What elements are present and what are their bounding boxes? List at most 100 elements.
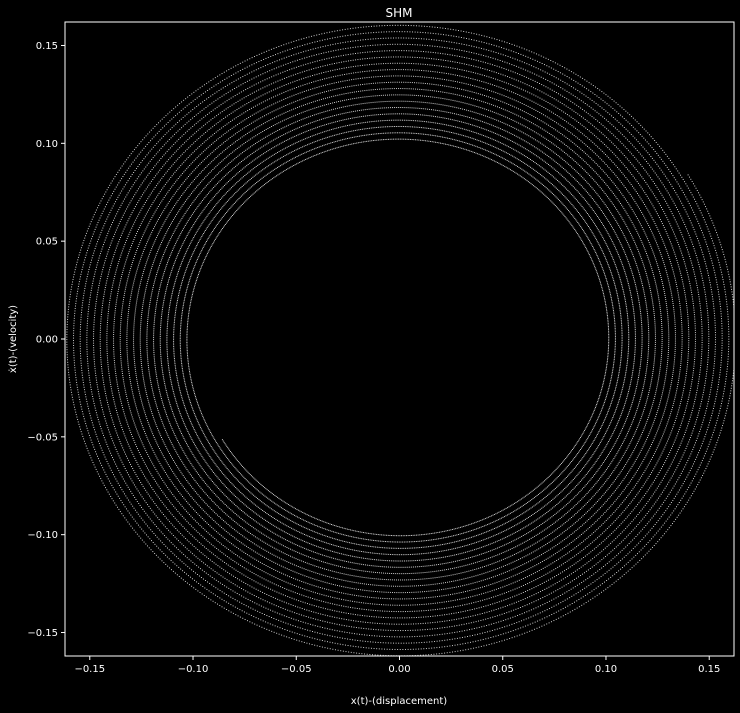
data-point <box>475 145 477 147</box>
data-point <box>597 457 599 459</box>
data-point <box>486 136 488 138</box>
data-point <box>417 547 419 549</box>
data-point <box>369 127 371 129</box>
data-point <box>633 312 635 314</box>
data-point <box>246 514 248 516</box>
data-point <box>397 554 399 556</box>
data-point <box>483 135 485 137</box>
data-point <box>297 148 299 150</box>
data-point <box>457 533 459 535</box>
data-point <box>211 434 213 436</box>
data-point <box>188 313 190 315</box>
data-point <box>380 572 382 574</box>
data-point <box>412 132 414 134</box>
data-point <box>234 183 236 185</box>
data-point <box>428 558 430 560</box>
data-point <box>523 527 525 529</box>
data-point <box>616 423 618 425</box>
data-point <box>476 132 478 134</box>
data-point <box>630 378 632 380</box>
data-point <box>286 146 288 148</box>
data-point <box>545 520 547 522</box>
data-point <box>163 299 165 301</box>
data-point <box>538 189 540 191</box>
data-point <box>160 352 162 354</box>
data-point <box>613 415 615 417</box>
data-point <box>628 410 630 412</box>
data-point <box>320 152 322 154</box>
data-point <box>393 138 395 140</box>
data-point <box>458 140 460 142</box>
data-point <box>593 411 595 413</box>
data-point <box>588 252 590 254</box>
data-point <box>622 247 624 249</box>
data-point <box>512 518 514 520</box>
data-point <box>235 487 237 489</box>
data-point <box>621 429 623 431</box>
data-point <box>641 345 643 347</box>
data-point <box>295 149 297 151</box>
data-point <box>253 511 255 513</box>
data-point <box>608 341 610 343</box>
data-point <box>554 470 556 472</box>
data-point <box>411 139 413 141</box>
data-point <box>199 439 201 441</box>
data-point <box>193 467 195 469</box>
data-point <box>568 182 570 184</box>
data-point <box>620 282 622 284</box>
data-point <box>305 158 307 160</box>
data-point <box>479 533 481 535</box>
data-point <box>178 409 180 411</box>
data-point <box>541 507 543 509</box>
data-point <box>313 141 315 143</box>
data-point <box>419 114 421 116</box>
data-point <box>606 314 608 316</box>
data-point <box>323 137 325 139</box>
data-point <box>252 502 254 504</box>
data-point <box>383 113 385 115</box>
data-point <box>383 126 385 128</box>
data-point <box>330 550 332 552</box>
data-point <box>436 109 438 111</box>
data-point <box>186 348 188 350</box>
data-point <box>196 402 198 404</box>
data-point <box>614 232 616 234</box>
data-point <box>232 502 234 504</box>
data-point <box>318 553 320 555</box>
data-point <box>185 385 187 387</box>
data-point <box>314 545 316 547</box>
data-point <box>588 471 590 473</box>
data-point <box>330 116 332 118</box>
data-point <box>460 141 462 143</box>
data-point <box>362 141 364 143</box>
data-point <box>584 465 586 467</box>
data-point <box>331 550 333 552</box>
data-point <box>415 553 417 555</box>
data-point <box>505 507 507 509</box>
data-point <box>225 496 227 498</box>
data-point <box>625 254 627 256</box>
data-point <box>620 355 622 357</box>
data-point <box>440 110 442 112</box>
data-point <box>548 180 550 182</box>
data-point <box>627 416 628 418</box>
data-point <box>512 163 514 165</box>
data-point <box>201 455 203 457</box>
data-point <box>528 158 530 160</box>
data-point <box>257 506 259 508</box>
data-point <box>233 213 235 215</box>
data-point <box>445 124 447 126</box>
data-point <box>289 152 291 154</box>
data-point <box>323 521 325 523</box>
data-point <box>282 141 284 143</box>
data-point <box>208 202 210 204</box>
data-point <box>459 134 461 136</box>
data-point <box>553 194 555 196</box>
data-point <box>433 545 435 547</box>
data-point <box>290 520 292 522</box>
data-point <box>270 516 272 518</box>
data-point <box>522 504 524 506</box>
data-point <box>364 532 366 534</box>
data-point <box>263 511 265 513</box>
data-point <box>520 145 522 147</box>
